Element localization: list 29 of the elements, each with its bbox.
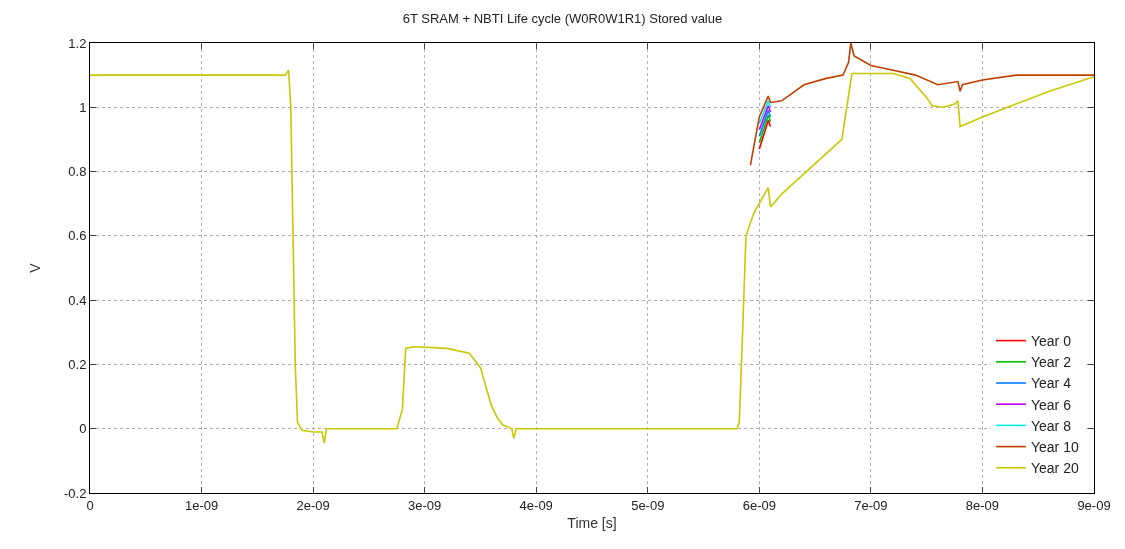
x-tick-label: 8e-09 xyxy=(965,497,1000,513)
legend-label: Year 8 xyxy=(1030,417,1072,434)
legend-label: Year 6 xyxy=(1030,396,1072,413)
x-tick-label: 3e-09 xyxy=(408,497,442,513)
legend-label: Year 2 xyxy=(1030,354,1072,371)
y-tick-label: 0 xyxy=(79,421,87,437)
x-tick-label: 7e-09 xyxy=(854,497,888,513)
x-tick-label: 9e-09 xyxy=(1077,497,1111,513)
legend-label: Year 10 xyxy=(1030,439,1079,456)
x-tick-label: 2e-09 xyxy=(296,497,330,513)
x-tick-label: 1e-09 xyxy=(184,497,219,513)
y-tick-label: 1.2 xyxy=(68,35,87,51)
legend-label: Year 0 xyxy=(1030,333,1072,350)
legend-label: Year 20 xyxy=(1030,460,1079,477)
y-tick-label: 1 xyxy=(79,99,87,115)
y-tick-label: 0.8 xyxy=(68,164,87,180)
y-tick-label: 0.2 xyxy=(68,356,87,372)
y-axis-title: V xyxy=(26,262,43,273)
line-series xyxy=(90,69,1094,444)
x-axis-title: Time [s] xyxy=(567,514,617,531)
x-tick-label: 4e-09 xyxy=(519,497,553,513)
chart-title: 6T SRAM + NBTI Life cycle (W0R0W1R1) Stored value xyxy=(402,10,723,26)
line-series xyxy=(749,43,1094,166)
y-tick-label: 0.6 xyxy=(68,228,87,244)
legend-label: Year 4 xyxy=(1030,375,1072,392)
y-tick-label: 0.4 xyxy=(68,292,87,308)
y-tick-label: -0.2 xyxy=(63,485,87,501)
x-tick-label: 5e-09 xyxy=(631,497,665,513)
x-tick-label: 6e-09 xyxy=(742,497,776,513)
